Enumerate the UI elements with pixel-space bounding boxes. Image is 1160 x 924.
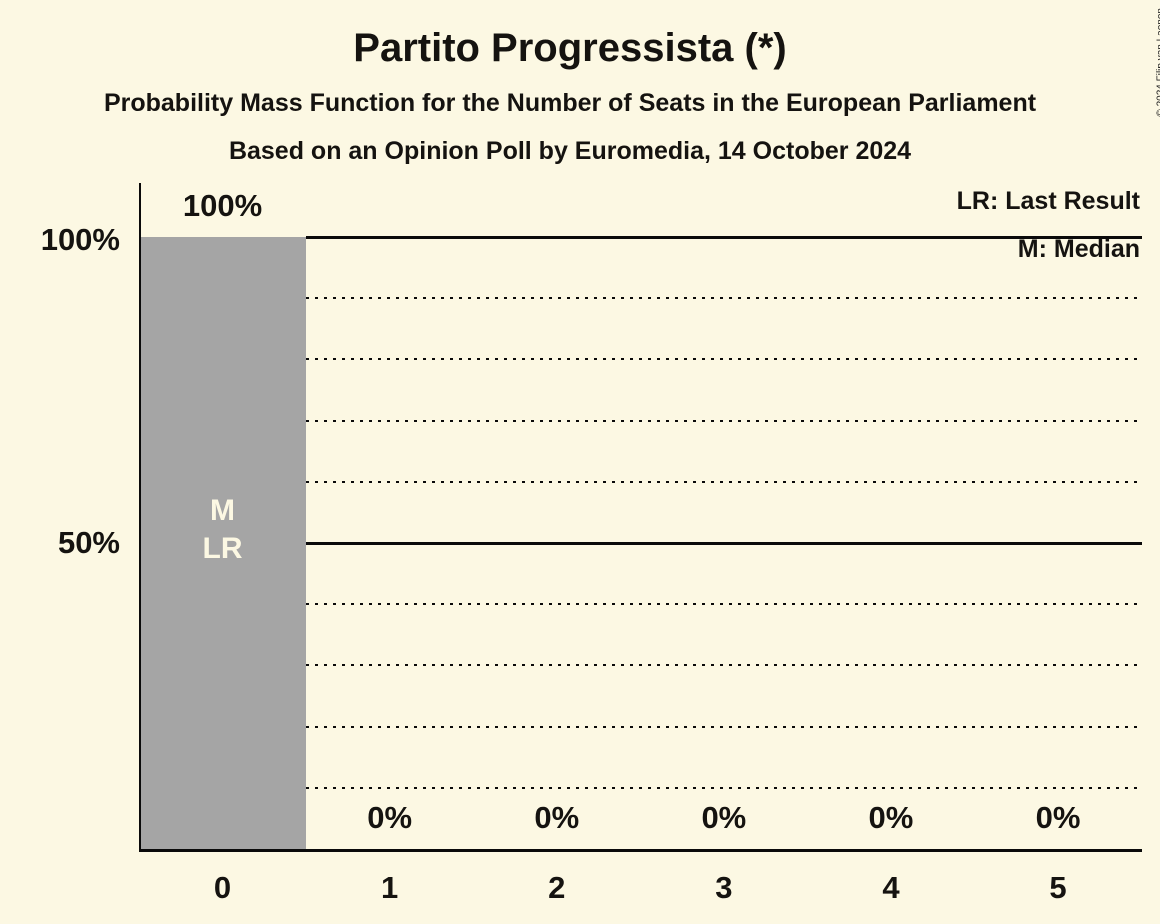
gridline-dotted-60pct: [306, 480, 1142, 483]
gridline-dotted-10pct: [306, 786, 1142, 789]
gridline-solid-50pct: [306, 542, 1142, 545]
legend-median: M: Median: [1017, 235, 1140, 263]
legend-last-result: LR: Last Result: [956, 187, 1140, 215]
chart-poll-info: Based on an Opinion Poll by Euromedia, 1…: [228, 137, 912, 165]
x-axis-label-5: 5: [1049, 870, 1067, 905]
x-axis-label-4: 4: [882, 870, 900, 905]
y-axis-line: [139, 183, 141, 852]
gridline-dotted-80pct: [306, 358, 1142, 361]
gridline-dotted-20pct: [306, 725, 1142, 728]
y-axis-label-50: 50%: [57, 525, 120, 560]
bar-value-label-2: 0%: [534, 800, 580, 835]
chart-subtitle: Probability Mass Function for the Number…: [103, 89, 1037, 117]
x-axis-label-3: 3: [715, 870, 733, 905]
gridline-solid-100pct: [306, 236, 1142, 239]
bar-value-label-1: 0%: [367, 800, 413, 835]
bar-value-label-4: 0%: [868, 800, 914, 835]
copyright-text: © 2024 Filip van Laenen: [1156, 8, 1160, 117]
bar-value-label-5: 0%: [1035, 800, 1081, 835]
gridline-dotted-30pct: [306, 664, 1142, 667]
bar-annotation-median-lastresult: M LR: [202, 494, 243, 565]
gridline-dotted-40pct: [306, 603, 1142, 606]
bar-seats-0: [141, 237, 306, 849]
y-axis-label-100: 100%: [40, 222, 120, 257]
x-axis-label-1: 1: [381, 870, 399, 905]
bar-value-label-3: 0%: [701, 800, 747, 835]
bar-value-label-0: 100%: [182, 188, 263, 223]
x-axis-label-2: 2: [548, 870, 566, 905]
gridline-dotted-90pct: [306, 297, 1142, 300]
gridline-dotted-70pct: [306, 419, 1142, 422]
x-axis-label-0: 0: [213, 870, 232, 905]
x-axis-line: [139, 849, 1142, 852]
chart-title: Partito Progressista (*): [353, 26, 787, 70]
